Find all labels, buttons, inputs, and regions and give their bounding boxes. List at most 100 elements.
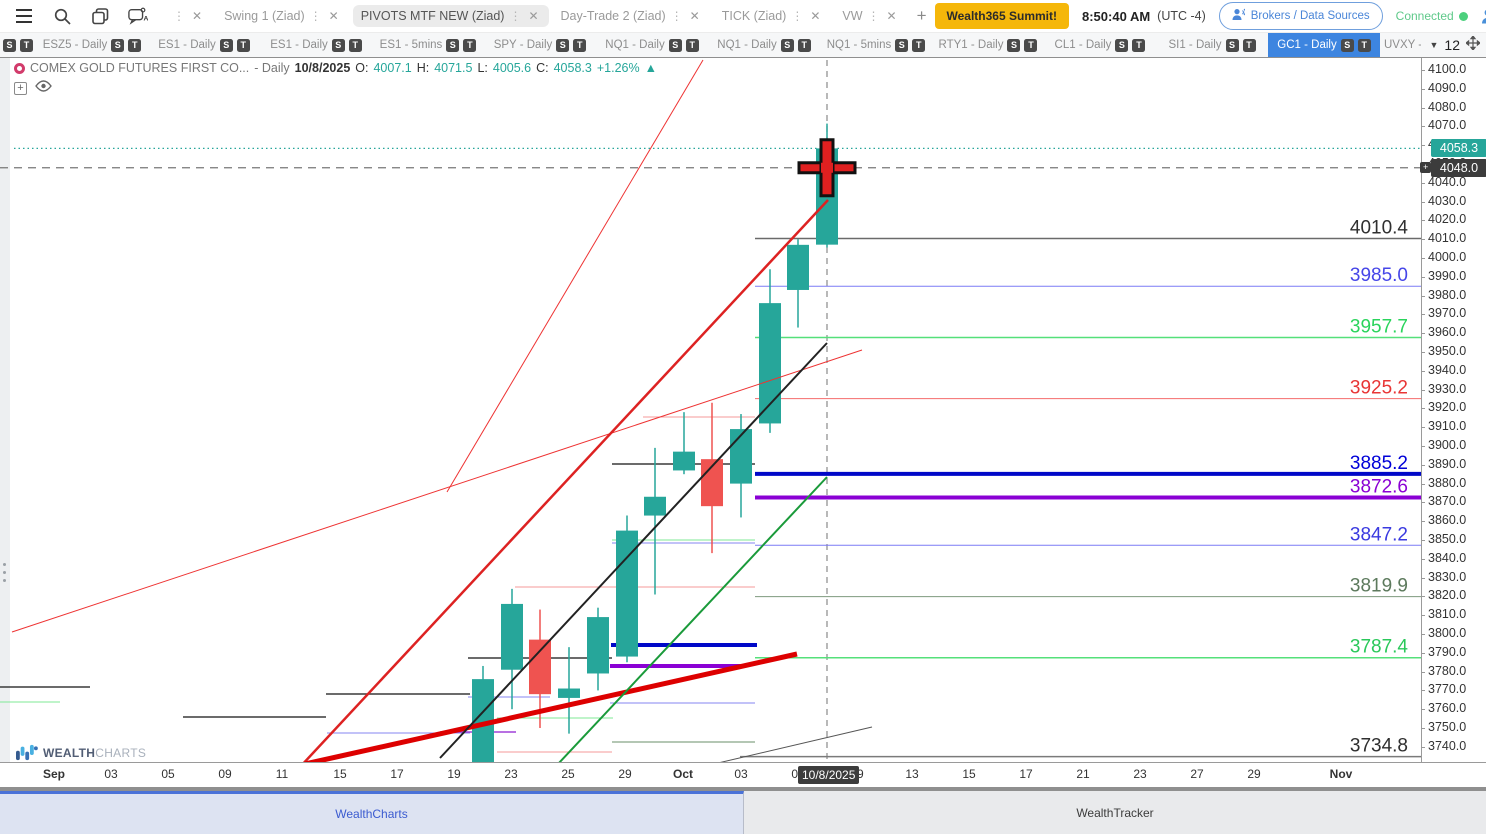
add-workspace-tab-button[interactable]: + <box>909 6 935 26</box>
trade-badge-t[interactable]: T <box>685 38 699 52</box>
ticker-tab-es1-5mins[interactable]: ES1 - 5mins S T <box>372 33 484 57</box>
price-axis[interactable]: 4100.04090.04080.04070.04060.04050.04040… <box>1420 58 1486 762</box>
trade-badge-t[interactable]: T <box>20 38 33 52</box>
symbol-badge-s[interactable]: S <box>1007 38 1021 52</box>
tab-close-icon[interactable]: ✕ <box>328 9 339 23</box>
symbol-badge-s[interactable]: S <box>668 38 682 52</box>
time-axis[interactable]: Sep03050911151719232529Oct03070913151721… <box>0 762 1486 786</box>
workspace-tab-unnamed[interactable]: ⋮ ✕ <box>164 5 212 27</box>
trade-badge-t[interactable]: T <box>912 38 926 52</box>
legend-date: 10/8/2025 <box>294 61 351 75</box>
tab-menu-icon[interactable]: ⋮ <box>791 9 804 23</box>
tab-wealthcharts[interactable]: WealthCharts <box>0 791 744 834</box>
ticker-tab-label: ESZ5 - Daily <box>42 39 108 51</box>
ai-chat-icon[interactable]: AI <box>128 6 148 26</box>
tab-menu-icon[interactable]: ⋮ <box>509 9 522 23</box>
chevron-down-icon[interactable]: ▼ <box>1429 40 1439 50</box>
symbol-badge-s[interactable]: S <box>219 38 233 52</box>
close-value: 4058.3 <box>553 61 592 75</box>
brokers-data-sources-button[interactable]: Brokers / Data Sources <box>1218 2 1383 30</box>
trade-badge-t[interactable]: T <box>128 38 142 52</box>
search-icon[interactable] <box>52 6 72 26</box>
symbol-badge-s[interactable]: S <box>3 38 16 52</box>
ticker-tab-si1-daily[interactable]: SI1 - Daily S T <box>1156 33 1268 57</box>
trade-badge-t[interactable]: T <box>236 38 250 52</box>
ticker-tab-uvxy-da[interactable]: UVXY - Da <box>1380 33 1421 57</box>
trade-badge-t[interactable]: T <box>1242 38 1256 52</box>
symbol-badge-s[interactable]: S <box>1340 38 1354 52</box>
trade-badge-t[interactable]: T <box>573 38 587 52</box>
ticker-tab-nq1-daily[interactable]: NQ1 - Daily S T <box>708 33 820 57</box>
trade-badge-t[interactable]: T <box>797 38 811 52</box>
trade-badge-t[interactable]: T <box>1357 38 1371 52</box>
price-axis-tick: 3820.0 <box>1420 588 1467 603</box>
ticker-tab-spy-daily[interactable]: SPY - Daily S T <box>484 33 596 57</box>
chart-canvas[interactable]: 4010.4 3985.0 3957.7 3925.2 3885.2 3872.6 3847… <box>0 58 1421 762</box>
ticker-tab-es1-daily[interactable]: ES1 - Daily S T <box>148 33 260 57</box>
symbol-badge-s[interactable]: S <box>1115 38 1129 52</box>
crosshair-date-badge: 10/8/2025 <box>798 766 860 784</box>
connected-dot-icon <box>1458 11 1468 21</box>
price-axis-tick: 3870.0 <box>1420 494 1467 509</box>
trade-badge-t[interactable]: T <box>1024 38 1038 52</box>
ticker-tab-bar: S T ESZ5 - Daily S T ES1 - Daily S T ES1 - Daily… <box>0 33 1486 58</box>
ticker-tab-gc1-daily[interactable]: GC1 - Daily S T <box>1268 33 1380 57</box>
price-axis-tick: 3740.0 <box>1420 738 1467 753</box>
ticker-tab-cl1-daily[interactable]: CL1 - Daily S T <box>1044 33 1156 57</box>
workspace-tab-tick-ziad[interactable]: TICK (Ziad) ⋮ ✕ <box>714 5 831 27</box>
tab-menu-icon[interactable]: ⋮ <box>173 9 185 23</box>
tab-close-icon[interactable]: ✕ <box>192 9 203 23</box>
price-axis-tick: 3940.0 <box>1420 362 1467 377</box>
hamburger-menu-icon[interactable] <box>14 6 34 26</box>
tab-menu-icon[interactable]: ⋮ <box>309 9 322 23</box>
symbol-badge-s[interactable]: S <box>556 38 570 52</box>
ticker-tab-es1-daily[interactable]: ES1 - Daily S T <box>260 33 372 57</box>
high-label: H: <box>416 61 430 75</box>
ticker-tab-label: RTY1 - Daily <box>938 39 1004 51</box>
symbol-badge-s[interactable]: S <box>1225 38 1239 52</box>
symbol-badge-s[interactable]: S <box>331 38 345 52</box>
user-voice-icon[interactable] <box>1481 6 1486 26</box>
tab-close-icon[interactable]: ✕ <box>886 9 897 23</box>
tab-menu-icon[interactable]: ⋮ <box>670 9 683 23</box>
ticker-tab-nq1-5mins[interactable]: NQ1 - 5mins S T <box>820 33 932 57</box>
time-axis-tick: 03 <box>104 767 118 781</box>
price-axis-tick: 3760.0 <box>1420 701 1467 716</box>
tab-wealthtracker[interactable]: WealthTracker <box>744 791 1486 834</box>
zoom-value[interactable]: 12 <box>1444 37 1460 53</box>
trendline <box>302 199 829 762</box>
tab-menu-icon[interactable]: ⋮ <box>867 9 880 23</box>
tab-close-icon[interactable]: ✕ <box>689 9 700 23</box>
crosshair-cursor <box>821 162 833 173</box>
symbol-badge-s[interactable]: S <box>780 38 794 52</box>
symbol-badge-s[interactable]: S <box>895 38 909 52</box>
low-label: L: <box>477 61 488 75</box>
workspace-tab-pivots-mtf-new-ziad[interactable]: PIVOTS MTF NEW (Ziad) ⋮ ✕ <box>352 5 549 27</box>
tab-close-icon[interactable]: ✕ <box>810 9 821 23</box>
trade-badge-t[interactable]: T <box>1132 38 1146 52</box>
add-indicator-icon[interactable]: + <box>14 81 27 95</box>
symbol-badge-s[interactable]: S <box>446 38 460 52</box>
symbol-status-icon <box>14 62 25 74</box>
symbol-badge-s[interactable]: S <box>111 38 125 52</box>
left-panel-rail[interactable] <box>0 58 10 762</box>
workspace-tab-day-trade-2-ziad[interactable]: Day-Trade 2 (Ziad) ⋮ ✕ <box>553 5 710 27</box>
crosshair-add-icon[interactable]: + <box>1420 161 1431 173</box>
trade-badge-t[interactable]: T <box>348 38 362 52</box>
workspace-tab-swing-1-ziad[interactable]: Swing 1 (Ziad) ⋮ ✕ <box>216 5 349 27</box>
price-axis-tick: 3750.0 <box>1420 720 1467 734</box>
price-axis-tick: 3860.0 <box>1420 513 1467 528</box>
expand-move-icon[interactable] <box>1465 34 1481 55</box>
ticker-tab-rty1-daily[interactable]: RTY1 - Daily S T <box>932 33 1044 57</box>
price-chart[interactable]: 4010.4 3985.0 3957.7 3925.2 3885.2 3872.6 3847… <box>0 58 1421 762</box>
workspace-tab-vw[interactable]: VW ⋮ ✕ <box>834 5 906 27</box>
ticker-tab-esz5-daily[interactable]: ESZ5 - Daily S T <box>36 33 148 57</box>
ticker-tab-nq1-daily[interactable]: NQ1 - Daily S T <box>596 33 708 57</box>
eye-visibility-icon[interactable] <box>35 79 52 97</box>
tab-close-icon[interactable]: ✕ <box>528 9 539 23</box>
layouts-copy-icon[interactable] <box>90 6 110 26</box>
trade-badge-t[interactable]: T <box>463 38 477 52</box>
panel-drag-handle[interactable] <box>3 563 6 582</box>
wealth365-summit-button[interactable]: Wealth365 Summit! <box>934 3 1069 29</box>
